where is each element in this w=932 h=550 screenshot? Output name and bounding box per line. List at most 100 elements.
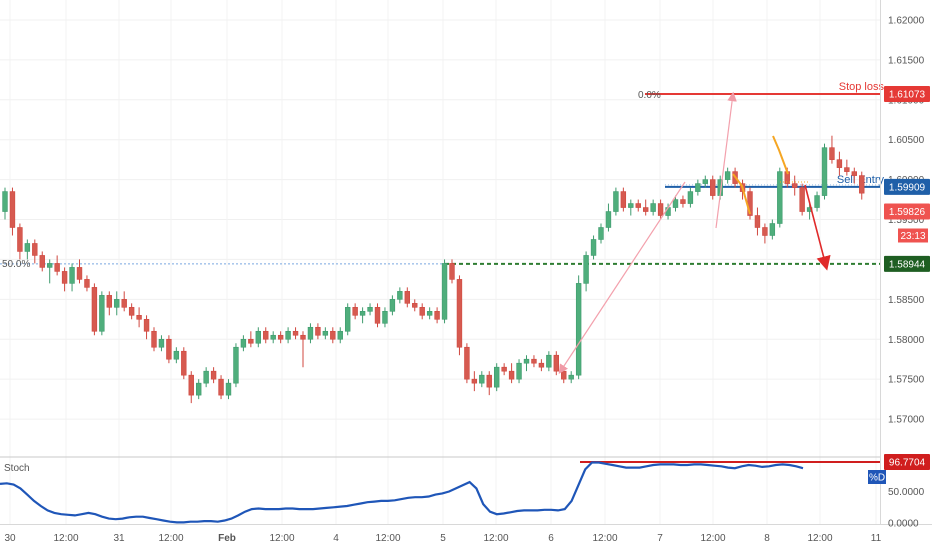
candle-body [330, 330, 336, 340]
candle [710, 175, 716, 200]
candle-body [426, 311, 433, 316]
candle [188, 371, 194, 404]
candle [568, 371, 574, 384]
candle-body [553, 354, 560, 372]
candle [99, 291, 105, 336]
stoch-value-tag-box [884, 454, 930, 471]
candle-body [389, 299, 396, 312]
candle [255, 327, 261, 348]
candle [762, 223, 768, 244]
candle-body [531, 358, 537, 364]
price-tick-label: 1.61500 [888, 55, 925, 66]
candle [434, 307, 440, 324]
candle-body [575, 283, 582, 376]
candle-body [829, 147, 835, 160]
candle [300, 331, 306, 368]
candle [359, 307, 366, 324]
candle [553, 351, 560, 376]
sell-entry-tag-text: 1.59909 [889, 182, 926, 193]
candle-body [181, 350, 187, 376]
candle-body [471, 378, 478, 384]
candle-body [583, 255, 589, 284]
candle [449, 259, 455, 284]
swing-arrow-up [715, 91, 737, 229]
candle [263, 327, 269, 344]
price-tick-label: 1.59500 [888, 215, 925, 226]
candle [46, 259, 53, 284]
price-tick-label: 1.60500 [888, 135, 925, 146]
candle-body [255, 330, 261, 344]
candle-body [464, 346, 470, 380]
candle [814, 191, 820, 212]
candle-body [292, 330, 299, 336]
candle [240, 335, 247, 352]
candle [695, 179, 701, 196]
candle-body [17, 227, 23, 252]
candle [650, 199, 656, 216]
candle [233, 343, 239, 388]
price-tick-label: 1.58500 [888, 295, 925, 306]
candle-body [762, 227, 768, 236]
candle [151, 327, 157, 352]
candle-body [61, 271, 68, 284]
candle [598, 223, 604, 244]
candle-body [344, 307, 351, 332]
candle-body [218, 378, 224, 396]
candle [91, 283, 98, 336]
candle-body [456, 279, 463, 348]
candle-body [188, 374, 194, 396]
stoch-tick-label: 0.0000 [888, 519, 919, 530]
candle-body [657, 203, 664, 216]
candle [277, 331, 284, 344]
candle-body [121, 299, 127, 308]
time-tick-label: 4 [333, 533, 339, 544]
time-tick-label: 7 [657, 533, 663, 544]
time-axis[interactable]: 30 12:00 31 12:00 Feb 12:00 4 12:00 5 12:00 6 12:00… [4, 533, 881, 544]
candle-body [501, 366, 507, 372]
candle-body [605, 211, 612, 228]
candle-body [136, 315, 142, 320]
candle [672, 195, 679, 212]
price-tick-label: 1.58000 [888, 335, 925, 346]
candle-body [851, 171, 858, 176]
candle-body [9, 191, 16, 228]
candle [173, 347, 180, 364]
candle-body [724, 171, 731, 180]
annotations [558, 91, 831, 375]
candle-body [151, 330, 157, 348]
candle [54, 255, 60, 276]
candle [166, 335, 172, 364]
time-tick-label: 11 [871, 533, 882, 544]
time-tick-label: 5 [440, 533, 446, 544]
candle-body [635, 203, 641, 208]
price-tick-label: 1.62000 [888, 15, 925, 26]
candle-body [84, 279, 90, 288]
candle [613, 187, 619, 216]
candle-body [24, 243, 31, 252]
candle-body [32, 243, 38, 256]
candle [687, 187, 694, 208]
time-tick-label: 12:00 [53, 533, 78, 544]
candle-body [322, 330, 329, 336]
candle [337, 327, 343, 344]
candle [508, 363, 515, 384]
candle [32, 239, 38, 264]
candle-body [128, 307, 135, 316]
candle-body [836, 159, 843, 168]
candle [106, 291, 113, 316]
candle [501, 363, 507, 376]
candle-body [114, 299, 120, 308]
candle-body [270, 334, 276, 340]
candle [69, 263, 75, 292]
candle [575, 275, 582, 380]
candle-body [449, 263, 455, 280]
candle-body [859, 175, 865, 194]
candle-body [538, 362, 545, 368]
candle-body [620, 191, 627, 208]
candle-body [680, 199, 686, 204]
stoch-d-legend-box [868, 470, 886, 484]
candle [218, 375, 224, 400]
candle-body [844, 167, 850, 172]
swing-arrow-down [558, 181, 686, 375]
